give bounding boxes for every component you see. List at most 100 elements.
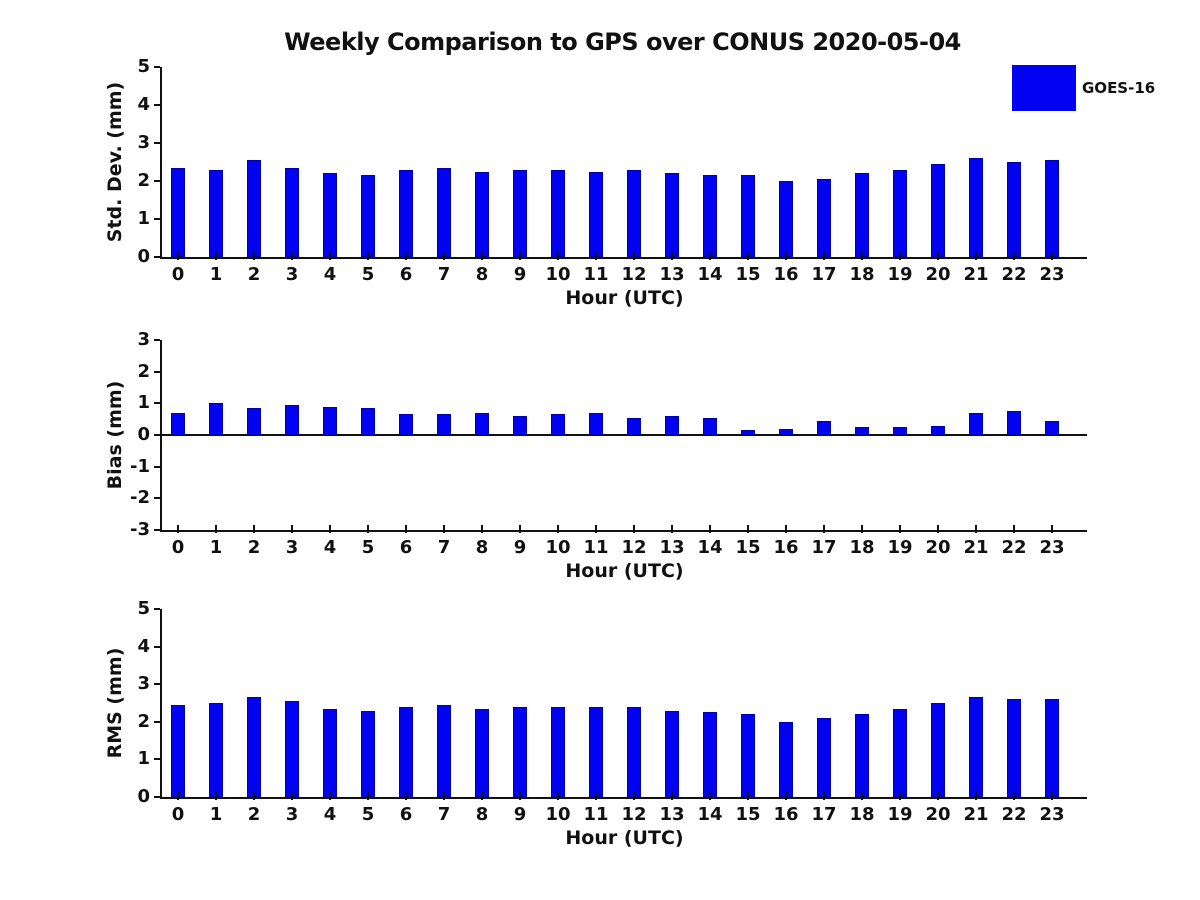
x-tick-label: 12 <box>621 804 647 825</box>
x-tick-label: 13 <box>659 264 685 285</box>
x-tick <box>861 792 863 800</box>
y-tick-label: 0 <box>137 786 150 807</box>
bar-hour-12 <box>627 417 641 435</box>
x-tick-label: 19 <box>887 264 913 285</box>
x-tick <box>747 252 749 260</box>
x-tick-label: 23 <box>1039 804 1065 825</box>
x-tick <box>1051 525 1053 533</box>
x-tick <box>177 525 179 533</box>
y-tick <box>154 180 160 182</box>
bar-hour-23 <box>1045 160 1059 257</box>
x-tick-label: 1 <box>209 804 223 825</box>
y-tick <box>154 529 160 531</box>
y-tick-label: 2 <box>137 360 150 382</box>
x-tick <box>861 252 863 260</box>
bar-hour-19 <box>893 708 907 797</box>
x-tick-label: 12 <box>621 264 647 285</box>
y-tick-label: -1 <box>130 455 150 477</box>
x-tick <box>557 792 559 800</box>
x-tick-label: 22 <box>1001 804 1027 825</box>
bar-hour-2 <box>247 408 261 435</box>
x-tick-label: 23 <box>1039 264 1065 285</box>
x-tick-label: 20 <box>925 264 951 285</box>
chart-title: Weekly Comparison to GPS over CONUS 2020… <box>284 28 961 56</box>
x-tick <box>291 525 293 533</box>
x-tick-label: 4 <box>323 804 337 825</box>
y-tick <box>154 465 160 468</box>
x-tick-label: 7 <box>437 537 451 558</box>
x-tick-label: 17 <box>811 804 837 825</box>
x-tick <box>633 252 635 260</box>
x-tick-label: 3 <box>285 537 299 558</box>
x-tick-label: 18 <box>849 264 875 285</box>
x-tick <box>405 525 407 533</box>
y-tick-label: 4 <box>137 94 150 115</box>
x-tick-label: 2 <box>247 264 261 285</box>
x-tick <box>823 792 825 800</box>
bar-hour-0 <box>171 412 185 435</box>
bar-hour-17 <box>817 179 831 257</box>
x-tick-label: 0 <box>171 537 185 558</box>
y-tick <box>154 104 160 106</box>
y-tick-label: 0 <box>137 424 150 445</box>
x-tick <box>709 525 711 533</box>
bar-hour-5 <box>361 408 375 435</box>
y-tick-label: 1 <box>137 208 150 229</box>
x-tick <box>481 252 483 260</box>
x-tick <box>671 792 673 800</box>
bar-hour-8 <box>475 171 489 257</box>
x-tick-label: 10 <box>545 264 571 285</box>
bar-hour-19 <box>893 427 907 435</box>
bar-hour-15 <box>741 430 755 435</box>
x-tick-label: 7 <box>437 804 451 825</box>
y-tick-label: 3 <box>137 132 150 153</box>
bar-hour-7 <box>437 414 451 435</box>
x-tick-label: 1 <box>209 537 223 558</box>
bar-hour-21 <box>969 412 983 435</box>
bar-hour-13 <box>665 416 679 435</box>
x-tick <box>367 252 369 260</box>
x-tick <box>443 792 445 800</box>
bar-hour-0 <box>171 167 185 257</box>
bar-hour-9 <box>513 169 527 257</box>
x-tick <box>253 252 255 260</box>
x-tick <box>443 525 445 533</box>
x-tick-label: 14 <box>697 804 723 825</box>
x-tick-label: 22 <box>1001 537 1027 558</box>
x-tick <box>899 252 901 260</box>
x-tick-label: 8 <box>475 537 489 558</box>
x-tick-label: 9 <box>513 804 527 825</box>
x-tick <box>937 252 939 260</box>
bar-hour-16 <box>779 181 793 257</box>
y-tick <box>154 402 160 405</box>
x-tick-label: 8 <box>475 804 489 825</box>
x-tick <box>177 252 179 260</box>
x-tick <box>519 252 521 260</box>
x-tick <box>557 525 559 533</box>
x-tick-label: 16 <box>773 804 799 825</box>
x-tick-label: 21 <box>963 264 989 285</box>
x-tick-label: 13 <box>659 804 685 825</box>
legend-swatch-goes16 <box>1012 65 1076 111</box>
x-tick-label: 14 <box>697 264 723 285</box>
y-tick-label: 2 <box>137 170 150 191</box>
x-tick-label: 5 <box>361 804 375 825</box>
x-tick <box>823 252 825 260</box>
x-tick <box>747 525 749 533</box>
y-axis-label: Std. Dev. (mm) <box>104 81 126 243</box>
x-tick-label: 19 <box>887 537 913 558</box>
x-tick-label: 3 <box>285 264 299 285</box>
bar-hour-9 <box>513 416 527 435</box>
bar-hour-18 <box>855 427 869 435</box>
bar-hour-4 <box>323 173 337 257</box>
bar-hour-18 <box>855 714 869 797</box>
x-tick <box>1051 792 1053 800</box>
x-tick-label: 8 <box>475 264 489 285</box>
x-tick-label: 9 <box>513 264 527 285</box>
y-tick <box>154 434 160 436</box>
x-tick <box>975 525 977 533</box>
y-tick <box>154 370 160 373</box>
y-tick <box>154 142 160 144</box>
